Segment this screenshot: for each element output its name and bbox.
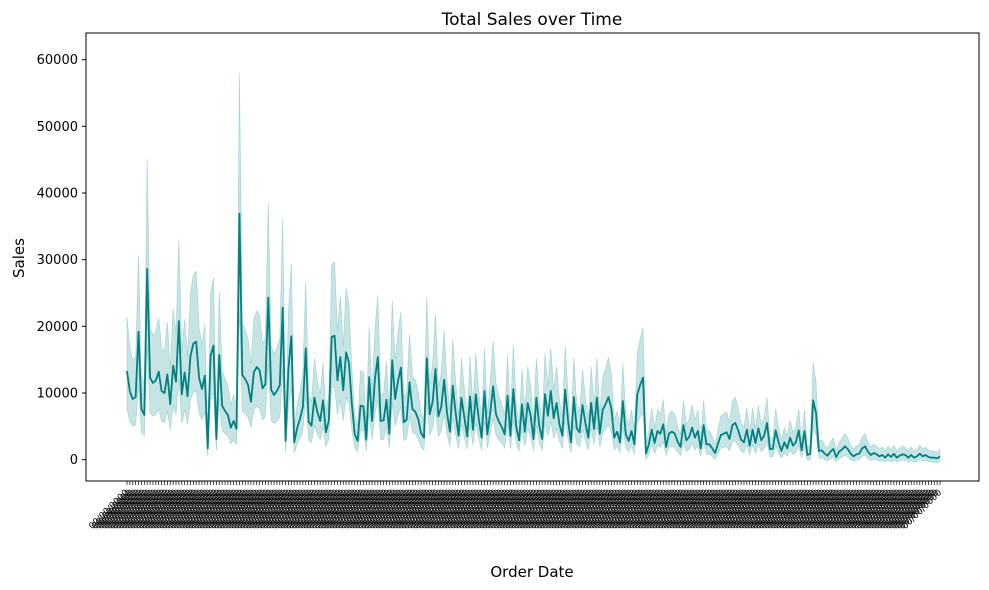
confidence-band-layer — [126, 73, 941, 463]
x-axis-ticks: 00/00/000000/00/000000/00/000000/00/0000… — [87, 481, 944, 532]
chart-title: Total Sales over Time — [441, 10, 623, 30]
y-axis-label: Sales — [10, 238, 28, 278]
plot-area-frame — [85, 32, 980, 482]
x-axis-label: Order Date — [490, 563, 573, 581]
confidence-band — [126, 73, 941, 463]
y-tick-label: 30000 — [37, 253, 78, 268]
y-tick-label: 50000 — [37, 120, 78, 135]
y-tick-label: 60000 — [37, 53, 78, 68]
y-tick-label: 10000 — [37, 387, 78, 402]
y-axis-ticks: 0 10000 20000 30000 40000 50000 60000 — [37, 53, 86, 468]
y-tick-label: 40000 — [37, 187, 78, 202]
series-line-sales — [126, 212, 941, 460]
y-tick-label: 20000 — [37, 320, 78, 335]
y-tick-label: 0 — [70, 453, 78, 468]
line-layer — [126, 212, 941, 460]
